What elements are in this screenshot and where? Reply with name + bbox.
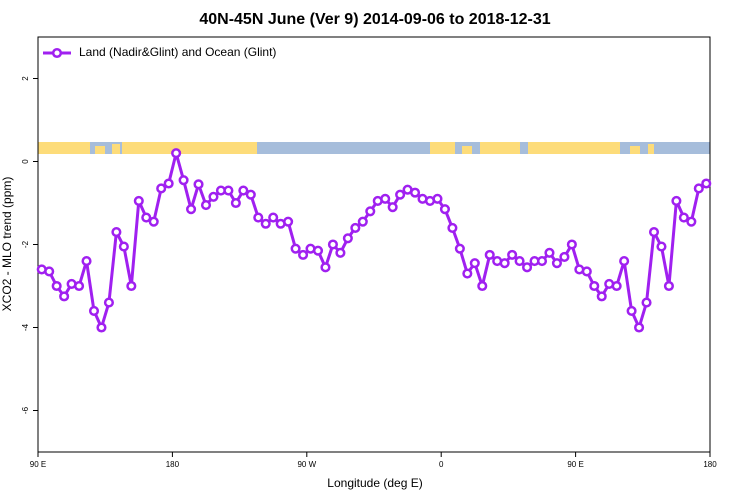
- legend-marker: [51, 47, 63, 59]
- point: [522, 262, 533, 273]
- point: [551, 258, 562, 269]
- point: [656, 241, 667, 252]
- line: [41, 151, 708, 329]
- point: [290, 243, 301, 254]
- point: [693, 183, 704, 194]
- point: [432, 193, 443, 204]
- point: [178, 175, 189, 186]
- point: [365, 206, 376, 217]
- point: [626, 305, 637, 316]
- point: [200, 200, 212, 211]
- point: [484, 249, 495, 260]
- point: [238, 185, 249, 196]
- x-tick-label: 90 E: [567, 460, 583, 469]
- point: [223, 185, 234, 196]
- point: [193, 179, 204, 190]
- point: [59, 291, 70, 302]
- x-tick-label: 90 W: [297, 460, 316, 469]
- point: [454, 243, 465, 254]
- point: [230, 197, 241, 209]
- point: [559, 251, 570, 263]
- point: [342, 233, 353, 244]
- point: [118, 241, 129, 252]
- x-tick-label: 180: [166, 460, 180, 469]
- point: [380, 193, 391, 204]
- point: [141, 212, 152, 223]
- x-axis-label: Longitude (deg E): [327, 476, 422, 490]
- point: [477, 280, 488, 292]
- y-tick-label: -2: [21, 240, 30, 248]
- point: [663, 280, 674, 292]
- point: [619, 256, 630, 267]
- point: [298, 249, 309, 260]
- point: [357, 216, 368, 227]
- point: [596, 291, 607, 302]
- point: [439, 204, 450, 215]
- point: [581, 266, 592, 277]
- point: [96, 322, 107, 333]
- point: [88, 305, 100, 316]
- point: [514, 256, 525, 267]
- point: [469, 258, 480, 269]
- point: [126, 280, 137, 292]
- point: [74, 280, 85, 292]
- point: [611, 280, 622, 292]
- plot-frame: [37, 36, 711, 453]
- y-tick-label: 0: [21, 159, 30, 164]
- point: [410, 187, 421, 198]
- point: [544, 247, 555, 258]
- point: [283, 216, 294, 227]
- point: [499, 258, 510, 269]
- point: [51, 280, 62, 292]
- x-tick-label: 0: [439, 460, 444, 469]
- legend-label: Land (Nadir&Glint) and Ocean (Glint): [79, 45, 276, 59]
- chart-title: 40N-45N June (Ver 9) 2014-09-06 to 2018-…: [199, 11, 550, 28]
- x-tick-label: 180: [703, 460, 717, 469]
- point: [395, 189, 406, 200]
- point: [671, 195, 682, 206]
- point: [589, 280, 600, 292]
- point: [208, 191, 219, 202]
- point: [312, 245, 324, 256]
- point: [641, 297, 652, 308]
- y-tick-label: 2: [21, 76, 30, 81]
- point: [447, 222, 458, 233]
- point: [163, 178, 174, 189]
- point: [260, 218, 271, 229]
- point: [701, 178, 712, 189]
- point: [44, 266, 55, 277]
- point: [245, 189, 256, 200]
- y-tick-label: -6: [21, 406, 30, 414]
- point: [678, 212, 689, 223]
- point: [253, 212, 264, 223]
- point: [268, 212, 279, 223]
- point: [536, 256, 548, 267]
- point: [387, 202, 398, 213]
- point: [133, 195, 144, 206]
- point: [686, 216, 697, 227]
- x-tick-label: 90 E: [30, 460, 46, 469]
- point: [648, 227, 660, 238]
- point: [335, 247, 346, 258]
- point: [156, 183, 167, 194]
- point: [327, 239, 338, 250]
- point: [186, 204, 197, 215]
- point: [566, 239, 577, 250]
- point: [634, 322, 645, 333]
- y-tick-label: -4: [21, 323, 30, 331]
- point: [148, 216, 159, 227]
- land-ocean-strip: [38, 142, 710, 154]
- point: [350, 222, 361, 233]
- point: [320, 262, 331, 273]
- point: [111, 227, 122, 238]
- point: [103, 297, 114, 308]
- y-axis-label: XCO2 - MLO trend (ppm): [0, 177, 14, 312]
- point: [81, 256, 92, 267]
- point: [462, 268, 473, 279]
- point: [507, 249, 518, 260]
- point: [171, 148, 182, 159]
